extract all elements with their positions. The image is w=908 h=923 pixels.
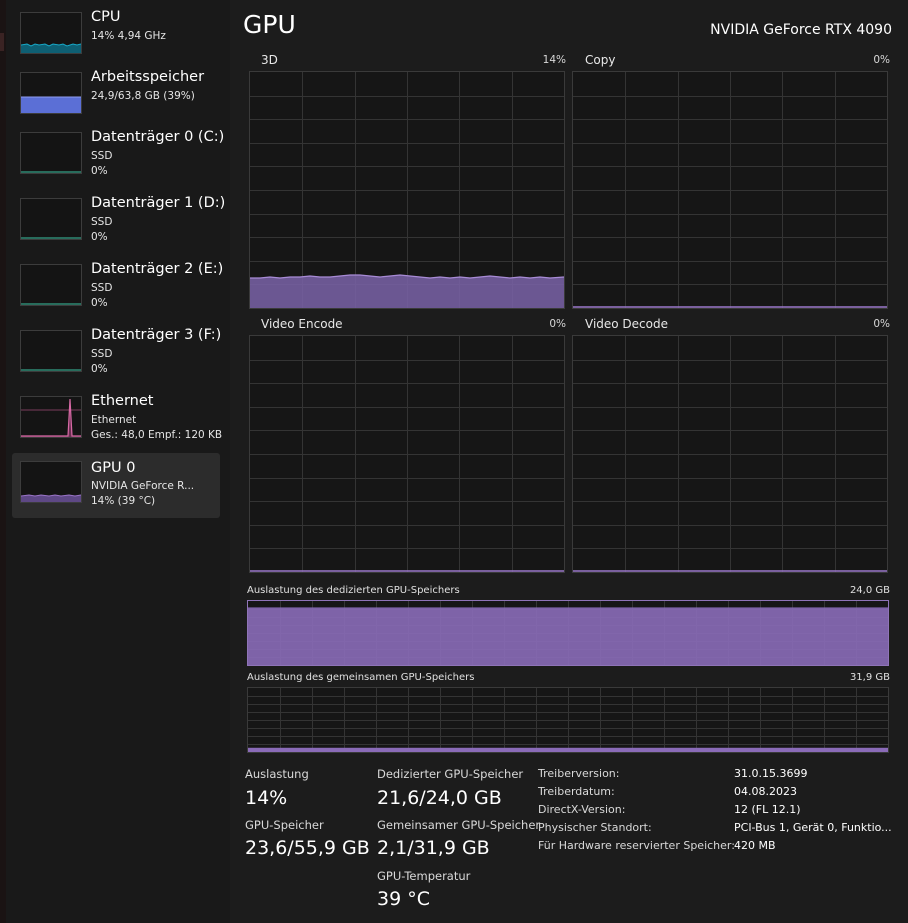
sidebar: CPU 14% 4,94 GHz Arbeitsspeicher 24,9/63… — [6, 0, 230, 923]
directx-version-key: DirectX-Version: — [538, 803, 626, 816]
disk-f-thumbnail — [20, 330, 82, 372]
usage-line — [250, 274, 564, 279]
gpu-thumbnail — [20, 461, 82, 503]
grid — [250, 72, 564, 308]
engine-copy-label[interactable]: Copy — [585, 53, 616, 67]
dedicated-memory-label: Dedizierter GPU-Speicher — [377, 767, 524, 781]
sidebar-item-title: Datenträger 0 (C:) — [91, 129, 225, 145]
engine-video-encode-percent: 0% — [549, 318, 566, 330]
dedicated-memory-value: 21,6/24,0 GB — [377, 787, 502, 809]
physical-location-key: Physischer Standort: — [538, 821, 652, 834]
shared-memory-max: 31,9 GB — [849, 672, 890, 683]
engine-video-decode-graph — [572, 335, 888, 573]
reserved-memory-value: 420 MB — [734, 839, 776, 852]
engine-copy-graph — [572, 71, 888, 309]
sidebar-item-title: Ethernet — [91, 393, 154, 409]
main-panel: GPU NVIDIA GeForce RTX 4090 3D 14% Copy … — [230, 0, 908, 923]
directx-version-value: 12 (FL 12.1) — [734, 803, 801, 816]
physical-location-value: PCI-Bus 1, Gerät 0, Funktio... — [734, 821, 892, 834]
grid — [250, 336, 564, 572]
sidebar-item-usage: 0% — [91, 297, 108, 309]
disk-d-thumbnail — [20, 198, 82, 240]
utilization-value: 14% — [245, 787, 288, 809]
sidebar-item-title: Datenträger 2 (E:) — [91, 261, 224, 277]
shared-memory-caption: Auslastung des gemeinsamen GPU-Speichers — [247, 672, 475, 683]
sidebar-item-usage: 0% — [91, 165, 108, 177]
gpu-memory-label: GPU-Speicher — [245, 818, 324, 832]
engine-video-decode-percent: 0% — [873, 318, 890, 330]
engine-3d-graph — [249, 71, 565, 309]
sidebar-item-detail: SSD — [91, 150, 113, 162]
engine-video-decode-label[interactable]: Video Decode — [585, 317, 668, 331]
dedicated-memory-caption: Auslastung des dedizierten GPU-Speichers — [247, 585, 460, 596]
sidebar-item-detail: SSD — [91, 348, 113, 360]
sidebar-item-disk-f[interactable]: Datenträger 3 (F:) SSD 0% — [12, 326, 222, 390]
sidebar-item-title: Arbeitsspeicher — [91, 69, 205, 85]
dedicated-memory-graph — [247, 600, 889, 666]
shared-usage-fill — [248, 747, 888, 752]
edge-marker — [0, 33, 4, 51]
shared-memory-graph — [247, 687, 889, 753]
disk-e-thumbnail — [20, 264, 82, 306]
grid — [573, 72, 887, 308]
window-left-edge — [0, 0, 6, 923]
sidebar-item-title: Datenträger 1 (D:) — [91, 195, 226, 211]
sidebar-item-usage: 14% (39 °C) — [91, 495, 156, 507]
sidebar-item-throughput: Ges.: 48,0 Empf.: 120 KB — [91, 429, 223, 441]
engine-3d-label[interactable]: 3D — [261, 53, 278, 67]
reserved-memory-key: Für Hardware reservierter Speicher: — [538, 839, 735, 852]
driver-date-key: Treiberdatum: — [538, 785, 615, 798]
sidebar-item-ethernet[interactable]: Ethernet Ethernet Ges.: 48,0 Empf.: 120 … — [12, 392, 223, 456]
gpu-temperature-label: GPU-Temperatur — [377, 869, 471, 883]
engine-3d-percent: 14% — [542, 54, 566, 66]
sidebar-item-title: GPU 0 — [91, 460, 136, 476]
gpu-temperature-value: 39 °C — [377, 888, 430, 910]
sidebar-item-detail: NVIDIA GeForce R... — [91, 480, 195, 492]
engine-copy-percent: 0% — [873, 54, 890, 66]
dedicated-usage-fill — [248, 607, 888, 665]
sidebar-item-usage: 0% — [91, 363, 108, 375]
engine-video-encode-graph — [249, 335, 565, 573]
sidebar-item-disk-c[interactable]: Datenträger 0 (C:) SSD 0% — [12, 128, 224, 192]
driver-version-key: Treiberversion: — [538, 767, 620, 780]
page-title: GPU — [243, 10, 296, 39]
dedicated-memory-max: 24,0 GB — [849, 585, 890, 596]
driver-version-value: 31.0.15.3699 — [734, 767, 808, 780]
device-name: NVIDIA GeForce RTX 4090 — [710, 22, 892, 38]
engine-video-encode-label[interactable]: Video Encode — [261, 317, 343, 331]
cpu-thumbnail — [20, 12, 82, 54]
sidebar-item-title: Datenträger 3 (F:) — [91, 327, 222, 343]
sidebar-item-cpu[interactable]: CPU 14% 4,94 GHz — [12, 8, 220, 72]
sidebar-item-usage: 0% — [91, 231, 108, 243]
sidebar-item-disk-d[interactable]: Datenträger 1 (D:) SSD 0% — [12, 194, 225, 258]
sidebar-item-detail: 14% 4,94 GHz — [91, 30, 166, 42]
disk-c-thumbnail — [20, 132, 82, 174]
gpu-memory-value: 23,6/55,9 GB — [245, 837, 370, 859]
sidebar-item-detail: SSD — [91, 216, 113, 228]
ethernet-thumbnail — [20, 396, 82, 438]
sidebar-item-detail: Ethernet — [91, 414, 137, 426]
utilization-label: Auslastung — [245, 767, 309, 781]
sidebar-item-detail: SSD — [91, 282, 113, 294]
grid — [248, 688, 888, 752]
shared-memory-label: Gemeinsamer GPU-Speicher — [377, 818, 541, 832]
usage-area — [250, 275, 564, 308]
driver-date-value: 04.08.2023 — [734, 785, 797, 798]
sidebar-item-memory[interactable]: Arbeitsspeicher 24,9/63,8 GB (39%) — [12, 68, 220, 132]
memory-thumbnail — [20, 72, 82, 114]
sidebar-item-disk-e[interactable]: Datenträger 2 (E:) SSD 0% — [12, 260, 224, 324]
sidebar-item-gpu0[interactable]: GPU 0 NVIDIA GeForce R... 14% (39 °C) — [12, 453, 220, 518]
grid — [573, 336, 887, 572]
sidebar-item-detail: 24,9/63,8 GB (39%) — [91, 90, 195, 102]
shared-memory-value: 2,1/31,9 GB — [377, 837, 490, 859]
sidebar-item-title: CPU — [91, 9, 121, 25]
